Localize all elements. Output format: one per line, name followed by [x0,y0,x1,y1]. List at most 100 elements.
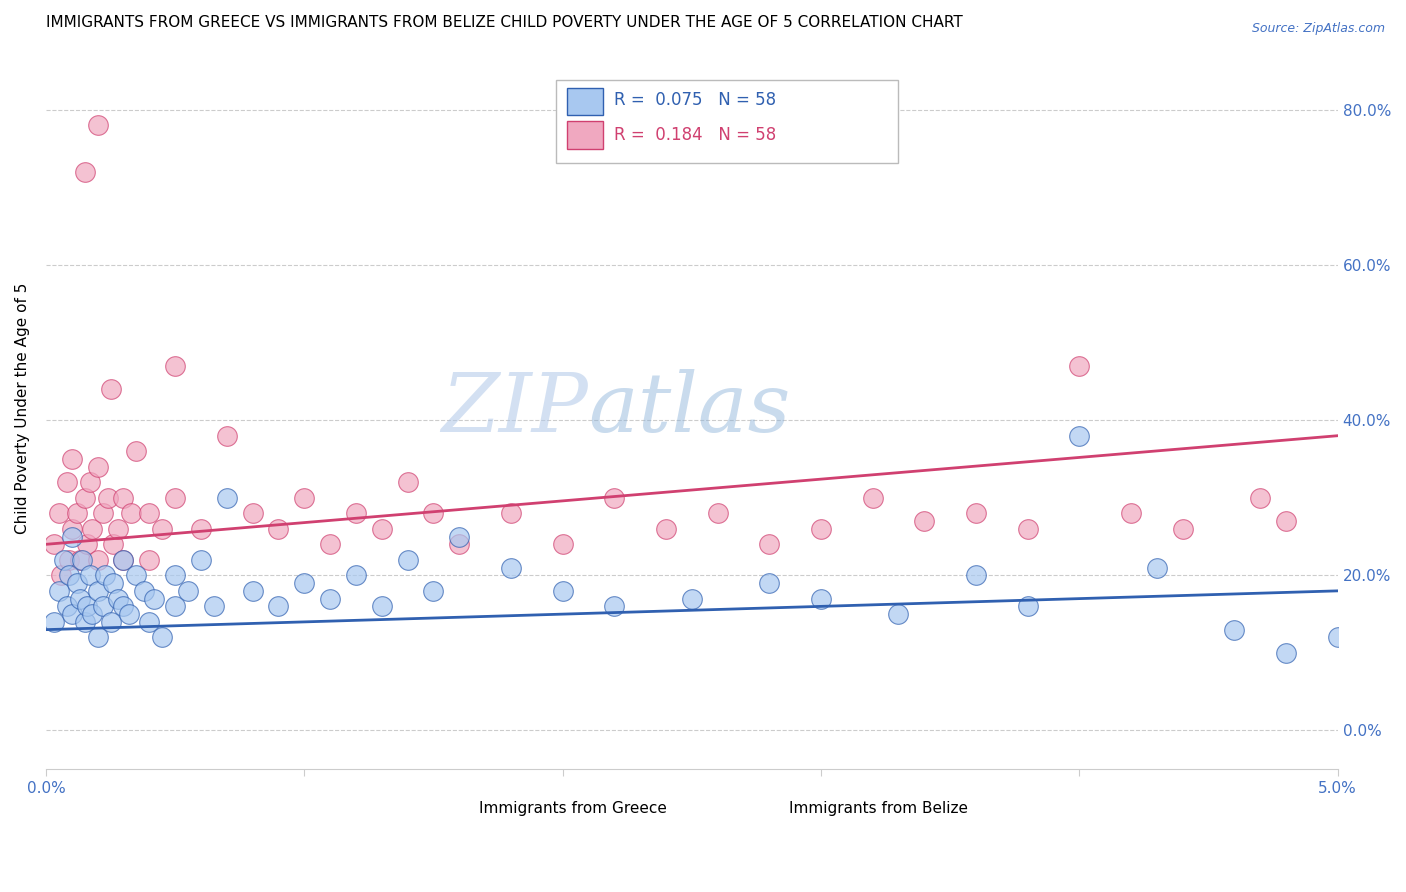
Point [292,576,315,591]
Text: Immigrants from Greece: Immigrants from Greece [478,802,666,816]
Point [396,553,419,567]
Point [86,631,108,645]
Point [138,553,160,567]
Point [120,506,142,520]
Point [1017,522,1039,536]
Text: R =  0.075   N = 58: R = 0.075 N = 58 [614,92,776,110]
Point [177,583,200,598]
Point [55,599,77,614]
Point [107,522,129,536]
Text: IMMIGRANTS FROM GREECE VS IMMIGRANTS FROM BELIZE CHILD POVERTY UNDER THE AGE OF : IMMIGRANTS FROM GREECE VS IMMIGRANTS FRO… [46,15,963,30]
Point [190,522,212,536]
Point [1275,646,1298,660]
Point [125,444,148,458]
Point [202,599,225,614]
Text: Immigrants from Belize: Immigrants from Belize [789,802,967,816]
Point [1119,506,1142,520]
Point [371,522,394,536]
Point [499,560,522,574]
Point [965,506,987,520]
Point [86,583,108,598]
Point [499,506,522,520]
Point [58,568,80,582]
Point [603,491,626,505]
Point [91,599,114,614]
Point [242,583,264,598]
Point [66,576,89,591]
Point [1017,599,1039,614]
Point [1171,522,1194,536]
Point [242,506,264,520]
Point [69,553,91,567]
Point [1146,560,1168,574]
FancyBboxPatch shape [567,87,603,115]
Point [422,506,444,520]
Point [319,537,342,551]
Point [810,522,832,536]
Point [97,491,120,505]
Point [1069,359,1091,373]
Point [267,599,290,614]
Point [42,615,65,629]
Point [143,591,166,606]
Point [138,506,160,520]
Point [371,599,394,614]
Point [449,530,471,544]
Point [112,553,135,567]
Point [73,615,96,629]
Point [125,568,148,582]
Point [319,591,342,606]
Point [165,359,187,373]
Point [60,452,83,467]
Text: atlas: atlas [589,368,790,449]
Point [396,475,419,490]
Point [66,506,89,520]
Text: R =  0.184   N = 58: R = 0.184 N = 58 [614,126,776,145]
Point [165,491,187,505]
Point [112,599,135,614]
Point [551,537,574,551]
Point [112,553,135,567]
Point [101,576,124,591]
Point [1249,491,1271,505]
Point [1069,428,1091,442]
Point [91,506,114,520]
Point [551,583,574,598]
Point [48,583,70,598]
FancyBboxPatch shape [557,80,898,163]
Point [862,491,884,505]
Point [706,506,728,520]
Point [107,591,129,606]
Point [58,553,80,567]
Point [655,522,678,536]
Point [1275,514,1298,528]
Point [70,553,93,567]
Point [60,530,83,544]
FancyBboxPatch shape [749,798,779,820]
Text: Source: ZipAtlas.com: Source: ZipAtlas.com [1251,22,1385,36]
Point [42,537,65,551]
Point [86,553,108,567]
Point [422,583,444,598]
Point [82,522,104,536]
Point [53,553,76,567]
Point [150,631,173,645]
Point [1326,631,1348,645]
Point [344,506,367,520]
Point [138,615,160,629]
Point [134,583,156,598]
Point [69,591,91,606]
FancyBboxPatch shape [567,121,603,149]
Point [603,599,626,614]
Point [215,428,238,442]
Text: ZIP: ZIP [441,368,589,449]
Point [165,599,187,614]
Point [100,382,122,396]
Point [86,119,108,133]
Point [681,591,703,606]
Point [190,553,212,567]
Point [73,491,96,505]
Point [100,615,122,629]
Point [965,568,987,582]
Point [150,522,173,536]
